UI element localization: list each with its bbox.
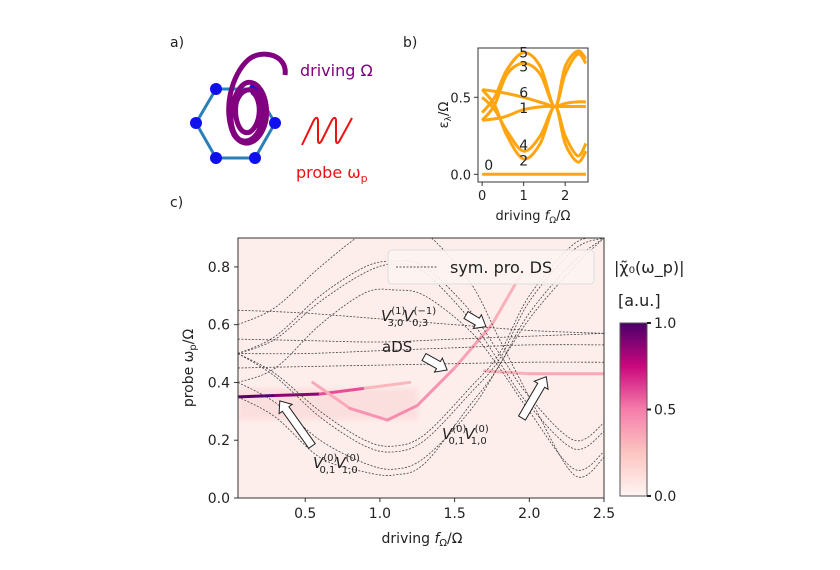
band-line-5: [480, 49, 588, 114]
band-index-label: 5: [519, 46, 528, 62]
sym-pro-ds-line-1: [238, 332, 604, 343]
c-ytick-label: 0.4: [208, 375, 230, 391]
response-lower-branch-segment: [273, 392, 322, 397]
c-xtick-label: 2.0: [518, 506, 540, 522]
band-line-4: [481, 96, 588, 158]
driving-label: driving Ω: [300, 61, 373, 80]
b-xtick-label: 1: [520, 189, 528, 204]
colorbar-tick-label: 0.0: [654, 489, 676, 505]
sym-pro-ds-line-6: [238, 288, 604, 471]
response-lower-branch-segment: [363, 380, 412, 390]
panel-c-xlabel: driving fΩ/Ω: [382, 531, 463, 549]
panel-b-label: b): [403, 35, 417, 51]
response-dip-branch-segment: [415, 366, 457, 408]
sym-pro-ds-line-7: [238, 238, 604, 478]
arrow-v01-v10-left: [278, 400, 316, 450]
arrow-v01-v10-right: [517, 375, 549, 421]
c-xtick-label: 1.5: [443, 506, 465, 522]
band-index-label: 1: [519, 101, 528, 117]
panel-b-ylabel: ελ/Ω: [437, 102, 454, 129]
panel-b-xlabel: driving fΩ/Ω: [496, 209, 571, 226]
colorbar-gradient: [619, 322, 648, 497]
colorbar-title: |χ̃₀(ω_p)|: [614, 258, 684, 278]
band-index-label: 3: [519, 59, 528, 75]
band-index-label: 2: [519, 153, 528, 169]
b-ytick-label: 0.5: [450, 91, 471, 106]
sym-pro-ds-line-3: [238, 361, 604, 369]
colorbar: |χ̃₀(ω_p)| [a.u.] 0.0 0.5 1.0: [614, 258, 684, 505]
probe-label: probe ωp: [296, 163, 368, 185]
driving-spiral-icon: [226, 51, 288, 146]
sym-pro-ds-line-9: [238, 238, 604, 453]
band-line-3: [480, 52, 588, 122]
sym-pro-ds-line-11: [238, 238, 604, 476]
colorbar-unit: [a.u.]: [618, 291, 661, 310]
response-flat-branch-segment: [482, 369, 531, 376]
sym-pro-ds-line-4: [238, 260, 604, 442]
arrow-v30-v03: [463, 310, 487, 330]
response-lower-branch-segment: [238, 393, 277, 399]
sym-pro-ds-line-2: [238, 344, 604, 355]
annotation-v01-v10-right: V(0) 0,1V(0) 1,0: [442, 424, 489, 447]
annotation-ads: aDS: [382, 338, 412, 356]
colorbar-tick-label: 1.0: [654, 316, 676, 332]
response-dip-branch-segment: [385, 404, 419, 422]
annotations: V(1) 3,0V(−1) 0,3 aDS V(0) 0,1V(0) 1,0 V(0) 0,1V…: [278, 306, 549, 476]
sym-pro-ds-line-8: [238, 238, 604, 447]
response-dip-branch-segment: [311, 380, 352, 410]
panel-c: c) 0.5 1.0 1.5 2.0 2.5 0.0 0.2 0.4 0.6 0.8 sym. p…: [170, 195, 684, 549]
sym-pro-ds-line-10: [238, 238, 604, 470]
legend-label: sym. pro. DS: [450, 258, 552, 277]
colorbar-tick-label: 0.5: [654, 403, 676, 419]
response-dip-branch-segment: [348, 406, 389, 422]
band-index-label: 4: [519, 138, 528, 154]
band-line-6: [481, 88, 586, 109]
probe-wave-icon: [301, 116, 353, 146]
band-index-label: 6: [519, 86, 528, 102]
c-ytick-label: 0.8: [208, 260, 230, 276]
panel-c-frame: [237, 237, 605, 499]
c-ytick-label: 0.2: [208, 433, 230, 449]
legend: sym. pro. DS: [387, 249, 595, 285]
panel-c-ylabel: probe ωp/Ω: [181, 329, 199, 408]
panel-a-label: a): [170, 35, 184, 51]
annotation-v01-v10-left: V(0) 0,1V(0) 1,0: [313, 453, 360, 476]
panel-b-frame: [477, 47, 589, 183]
c-ytick-label: 0.6: [208, 318, 230, 334]
panel-c-label: c): [170, 195, 183, 211]
arrow-ads: [421, 352, 448, 373]
c-xtick-label: 2.5: [593, 506, 615, 522]
annotation-v30-v03: V(1) 3,0V(−1) 0,3: [381, 306, 436, 329]
band-index-label: 0: [484, 158, 493, 174]
c-xtick-label: 0.5: [294, 506, 316, 522]
b-ytick-label: 0.0: [450, 168, 471, 183]
c-ytick-label: 0.0: [208, 491, 230, 507]
c-xtick-label: 1.0: [369, 506, 391, 522]
b-xtick-label: 2: [561, 189, 569, 204]
b-xtick-label: 0: [478, 189, 486, 204]
sym-pro-ds-line-0: [238, 309, 604, 334]
panel-a: a) driving Ω probe ωp: [170, 35, 373, 185]
